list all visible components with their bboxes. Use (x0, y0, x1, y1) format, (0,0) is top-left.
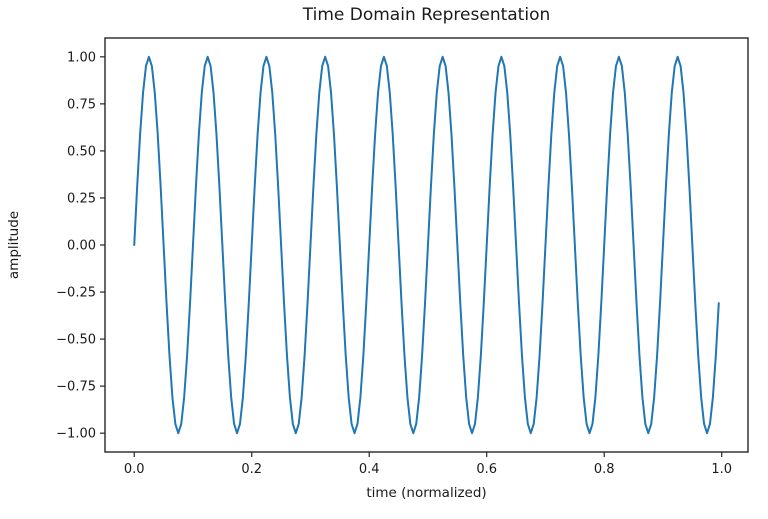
tick-marks (100, 56, 723, 457)
chart-title: Time Domain Representation (302, 5, 551, 25)
tick-labels: 0.0 0.2 0.4 0.6 0.8 1.0 1.00 0.75 0.50 0.25 0.00 −0… (56, 50, 732, 477)
x-axis-label: time (normalized) (366, 485, 487, 501)
y-tick-label: 0.25 (67, 191, 96, 206)
x-tick-label: 0.2 (241, 462, 262, 477)
x-tick-label: 0.0 (124, 462, 145, 477)
y-tick-label: −0.50 (56, 333, 96, 348)
x-tick-label: 0.6 (476, 462, 497, 477)
x-tick-label: 0.4 (359, 462, 380, 477)
y-axis-label: amplitude (6, 210, 22, 280)
y-tick-label: −0.25 (56, 286, 96, 301)
plot-border (104, 37, 749, 453)
y-tick-label: −1.00 (56, 427, 96, 442)
y-tick-label: −0.75 (56, 380, 96, 395)
x-tick-label: 1.0 (711, 462, 732, 477)
y-tick-label: 1.00 (67, 50, 96, 65)
y-tick-label: 0.00 (67, 239, 96, 254)
y-tick-label: 0.75 (67, 97, 96, 112)
x-tick-label: 0.8 (594, 462, 615, 477)
sine-wave-line (133, 55, 720, 435)
y-tick-label: 0.50 (67, 144, 96, 159)
